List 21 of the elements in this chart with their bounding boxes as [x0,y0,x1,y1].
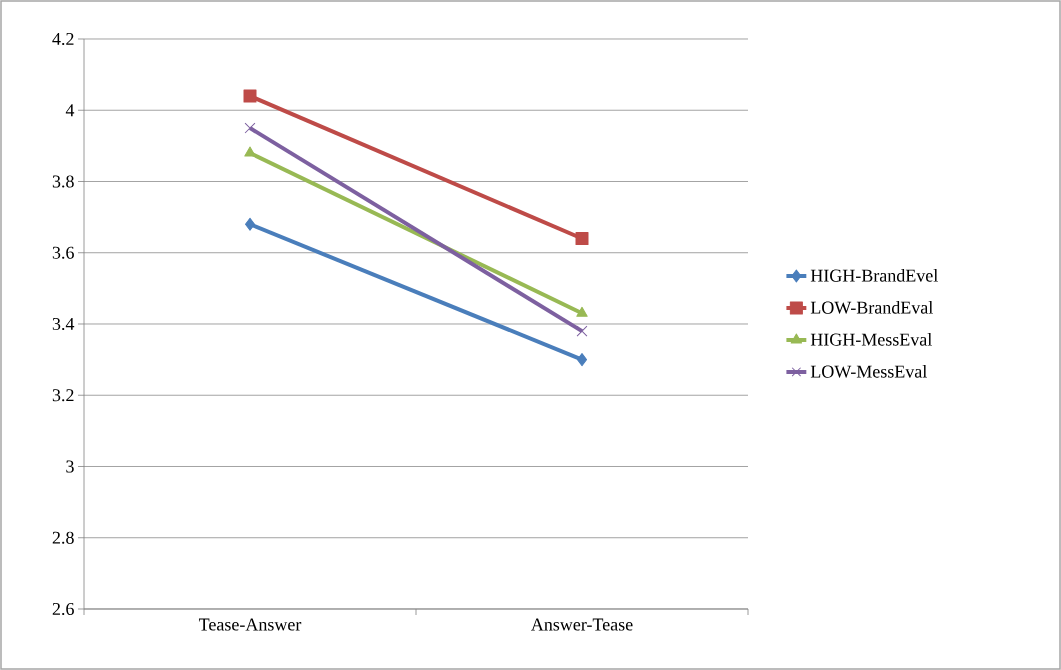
point [576,325,588,337]
y-tick-label: 2.8 [52,531,74,544]
y-tick-label: 4.2 [52,32,74,46]
point [575,232,589,245]
x-tick-label: Answer-Tease [531,618,633,631]
point [577,353,588,367]
point [245,217,255,231]
y-tick-label: 4 [65,104,75,117]
y-tick-label: 3.6 [52,246,74,259]
point [244,122,256,134]
y-tick-label: 3.2 [52,389,74,402]
legend-label: HIGH-MessEval [810,332,932,346]
y-tick-label: 3.4 [52,317,75,331]
legend-label: LOW-MessEval [810,364,927,378]
legend-label: HIGH-BrandEvel [810,269,938,282]
y-tick-label: 2.6 [52,602,74,616]
y-tick-label: 3.8 [52,175,74,188]
x-tick-label: Tease-Answer [198,618,302,631]
point [243,89,257,103]
legend-label: LOW-BrandEval [810,301,933,314]
y-tick-label: 3 [66,460,74,473]
